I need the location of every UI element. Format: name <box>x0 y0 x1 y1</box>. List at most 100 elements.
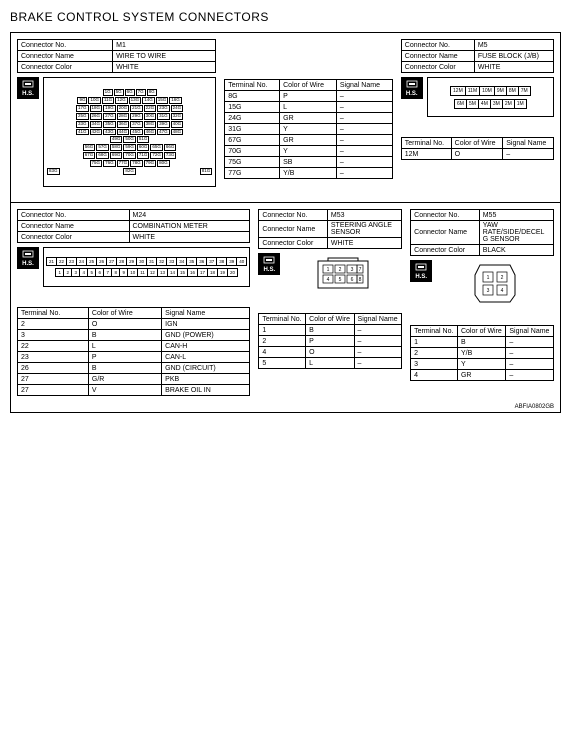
th: Terminal No. <box>259 314 306 325</box>
td: – <box>336 124 392 135</box>
td: GND (CIRCUIT) <box>162 363 250 374</box>
hs-label: H.S. <box>22 91 34 97</box>
td: – <box>354 358 402 369</box>
td: – <box>506 337 554 348</box>
td: 27 <box>18 374 89 385</box>
svg-text:2: 2 <box>339 267 342 273</box>
pin: 1 <box>56 269 64 276</box>
val: WHITE <box>129 232 250 243</box>
val: COMBINATION METER <box>129 221 250 232</box>
bottom-row: Connector No.M24 Connector NameCOMBINATI… <box>17 209 554 396</box>
pin: 35 <box>187 258 197 265</box>
td: 3 <box>411 359 458 370</box>
td: – <box>336 146 392 157</box>
pin: 37 <box>207 258 217 265</box>
pin: 25 <box>87 258 97 265</box>
pin: 6 <box>96 269 104 276</box>
pin: 2 <box>64 269 72 276</box>
pin: 29 <box>127 258 137 265</box>
td: B <box>457 337 505 348</box>
val: WHITE <box>327 238 401 249</box>
td: – <box>336 102 392 113</box>
pin: 11M <box>466 87 480 95</box>
pin: 4M <box>479 100 491 108</box>
td: Y/B <box>457 348 505 359</box>
lbl: Connector Color <box>259 238 328 249</box>
pin: 26 <box>97 258 107 265</box>
td: L <box>88 341 161 352</box>
th: Signal Name <box>506 326 554 337</box>
svg-text:3: 3 <box>487 288 490 294</box>
td: GR <box>280 113 337 124</box>
pin: 27 <box>107 258 117 265</box>
svg-text:4: 4 <box>501 288 504 294</box>
th: Color of Wire <box>88 308 161 319</box>
val: FUSE BLOCK (J/B) <box>474 51 553 62</box>
td: Y <box>280 146 337 157</box>
td: 24G <box>225 113 280 124</box>
td: 75G <box>225 157 280 168</box>
hs-label: H.S. <box>415 274 427 280</box>
m24-header: Connector No.M24 Connector NameCOMBINATI… <box>17 209 250 243</box>
pin: 8 <box>112 269 120 276</box>
doc-id: ABFIA0802GB <box>515 404 554 410</box>
top-row: Connector No.M1 Connector NameWIRE TO WI… <box>17 39 554 192</box>
main-frame: Connector No.M1 Connector NameWIRE TO WI… <box>10 32 561 413</box>
connector-m55: Connector No.M55 Connector NameYAW RATE/… <box>410 209 554 396</box>
svg-text:6: 6 <box>351 277 354 283</box>
pin: 12 <box>148 269 158 276</box>
td: 22 <box>18 341 89 352</box>
svg-text:5: 5 <box>339 277 342 283</box>
td: 1 <box>259 325 306 336</box>
lbl: Connector Name <box>259 221 328 238</box>
hs-icon: H.S. <box>258 253 280 275</box>
pin: 40 <box>237 258 246 265</box>
pin: 31 <box>147 258 157 265</box>
td: V <box>88 385 161 396</box>
td: O <box>306 347 354 358</box>
m55-pin-table: Terminal No. Color of Wire Signal Name 1… <box>410 325 554 381</box>
pin: 3M <box>491 100 503 108</box>
td: 27 <box>18 385 89 396</box>
val: WHITE <box>113 62 216 73</box>
th: Signal Name <box>503 138 554 149</box>
td: – <box>336 135 392 146</box>
pin: 5M <box>467 100 479 108</box>
pin: 7M <box>519 87 530 95</box>
lbl: Connector Name <box>18 51 113 62</box>
pinstrip: 2122232425262728293031323334353637383940 <box>46 257 247 266</box>
pin: 10M <box>480 87 495 95</box>
td: – <box>354 336 402 347</box>
pin: 21 <box>47 258 57 265</box>
lbl: Connector Color <box>18 232 130 243</box>
lbl: Connector Color <box>411 245 480 256</box>
pin: 14 <box>168 269 178 276</box>
m1-pin-table: Terminal No. Color of Wire Signal Name 8… <box>224 79 393 179</box>
td: O <box>88 319 161 330</box>
lbl: Connector Name <box>401 51 474 62</box>
pin: 5 <box>88 269 96 276</box>
pin: 9M <box>495 87 507 95</box>
connector-m24: Connector No.M24 Connector NameCOMBINATI… <box>17 209 250 396</box>
td: 12M <box>401 149 451 160</box>
pin: 8M <box>507 87 519 95</box>
connector-m5: Connector No.M5 Connector NameFUSE BLOCK… <box>401 39 554 192</box>
pin: 13 <box>158 269 168 276</box>
m1-header: Connector No.M1 Connector NameWIRE TO WI… <box>17 39 216 73</box>
svg-text:4: 4 <box>327 277 330 283</box>
th: Color of Wire <box>457 326 505 337</box>
pin: 30 <box>137 258 147 265</box>
td: 23 <box>18 352 89 363</box>
m24-pin-table: Terminal No. Color of Wire Signal Name 2… <box>17 307 250 396</box>
pin: 2M <box>503 100 515 108</box>
m55-header: Connector No.M55 Connector NameYAW RATE/… <box>410 209 554 256</box>
td: – <box>506 348 554 359</box>
td: Y/B <box>280 168 337 179</box>
td: – <box>336 113 392 124</box>
th: Terminal No. <box>225 80 280 91</box>
pin: 22 <box>57 258 67 265</box>
td: 77G <box>225 168 280 179</box>
pin: 11 <box>138 269 148 276</box>
hs-label: H.S. <box>406 91 418 97</box>
lbl: Connector No. <box>18 210 130 221</box>
